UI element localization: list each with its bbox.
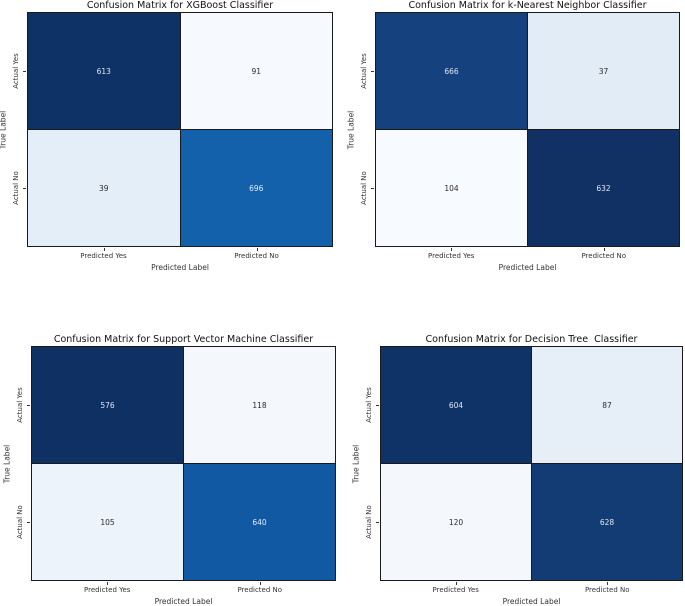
heatmap-frame: 666 37 104 632 — [375, 12, 680, 247]
y-axis-label: True Label — [351, 444, 361, 483]
y-tick-mark — [371, 188, 374, 190]
x-tick-labels: Predicted Yes Predicted No — [27, 252, 333, 260]
x-tick-mark — [259, 582, 261, 585]
y-tick-label-actual-yes: Actual Yes — [12, 53, 20, 89]
y-tick-label-actual-no: Actual No — [12, 171, 20, 206]
x-tick-mark — [103, 248, 105, 251]
x-tick-label-predicted-no: Predicted No — [237, 586, 283, 594]
cell-false-positive: 120 — [381, 464, 531, 580]
y-tick-label-actual-no: Actual No — [360, 171, 368, 206]
y-axis-label: True Label — [346, 110, 356, 149]
x-tick-labels: Predicted Yes Predicted No — [380, 586, 683, 594]
plot-title: Confusion Matrix for k-Nearest Neighbor … — [408, 0, 647, 11]
x-tick-labels: Predicted Yes Predicted No — [31, 586, 336, 594]
cell-true-positive: 613 — [28, 13, 180, 129]
x-tick-mark — [455, 582, 457, 585]
subplot-knn: Confusion Matrix for k-Nearest Neighbor … — [343, 0, 685, 302]
cell-true-negative: 696 — [180, 130, 332, 246]
y-tick-mark — [23, 70, 26, 72]
y-tick-label-actual-yes: Actual Yes — [360, 53, 368, 89]
subplot-svm: Confusion Matrix for Support Vector Mach… — [0, 303, 342, 606]
y-tick-label-actual-yes: Actual Yes — [365, 387, 373, 423]
y-axis-label: True Label — [2, 444, 12, 483]
x-axis-label: Predicted Label — [154, 597, 213, 606]
y-tick-mark — [27, 522, 30, 524]
heatmap-frame: 576 118 105 640 — [31, 346, 336, 581]
cell-false-positive: 104 — [376, 130, 527, 246]
x-tick-label-predicted-yes: Predicted Yes — [84, 586, 131, 594]
cell-false-negative: 91 — [180, 13, 332, 129]
y-axis-label: True Label — [0, 110, 8, 149]
y-tick-mark — [371, 70, 374, 72]
y-tick-mark — [27, 404, 30, 406]
x-tick-label-predicted-no: Predicted No — [234, 252, 279, 260]
cell-true-negative: 632 — [528, 130, 679, 246]
x-tick-mark — [607, 582, 609, 585]
y-tick-mark — [376, 522, 379, 524]
x-axis-label: Predicted Label — [151, 263, 209, 272]
y-tick-label-actual-no: Actual No — [365, 505, 373, 540]
y-tick-mark — [23, 188, 26, 190]
cell-false-positive: 39 — [28, 130, 180, 246]
x-tick-mark — [451, 248, 453, 251]
heatmap-frame: 604 87 120 628 — [380, 346, 683, 581]
x-tick-mark — [256, 248, 258, 251]
x-tick-label-predicted-yes: Predicted Yes — [80, 252, 127, 260]
cell-true-positive: 576 — [32, 347, 183, 463]
x-tick-label-predicted-no: Predicted No — [584, 586, 630, 594]
y-tick-mark — [376, 404, 379, 406]
x-tick-mark — [603, 248, 605, 251]
heatmap-frame: 613 91 39 696 — [27, 12, 333, 247]
cell-true-negative: 628 — [532, 464, 682, 580]
x-tick-label-predicted-no: Predicted No — [581, 252, 627, 260]
x-axis-label: Predicted Label — [502, 597, 561, 606]
plot-title: Confusion Matrix for XGBoost Classifier — [86, 0, 274, 11]
cell-true-positive: 666 — [376, 13, 527, 129]
y-tick-label-actual-no: Actual No — [16, 505, 24, 540]
subplot-decision-tree: Confusion Matrix for Decision Tree Class… — [343, 303, 685, 606]
cell-false-negative: 87 — [532, 347, 682, 463]
x-axis-label: Predicted Label — [498, 263, 557, 272]
y-tick-label-actual-yes: Actual Yes — [16, 387, 24, 423]
cell-false-negative: 118 — [184, 347, 335, 463]
x-tick-labels: Predicted Yes Predicted No — [375, 252, 680, 260]
x-tick-mark — [107, 582, 109, 585]
x-tick-label-predicted-yes: Predicted Yes — [428, 252, 475, 260]
x-tick-label-predicted-yes: Predicted Yes — [432, 586, 479, 594]
plot-title: Confusion Matrix for Decision Tree Class… — [425, 334, 638, 345]
subplot-xgboost: Confusion Matrix for XGBoost Classifier … — [0, 0, 342, 302]
cell-true-negative: 640 — [184, 464, 335, 580]
cell-false-positive: 105 — [32, 464, 183, 580]
cell-false-negative: 37 — [528, 13, 679, 129]
plot-title: Confusion Matrix for Support Vector Mach… — [53, 334, 314, 345]
cell-true-positive: 604 — [381, 347, 531, 463]
